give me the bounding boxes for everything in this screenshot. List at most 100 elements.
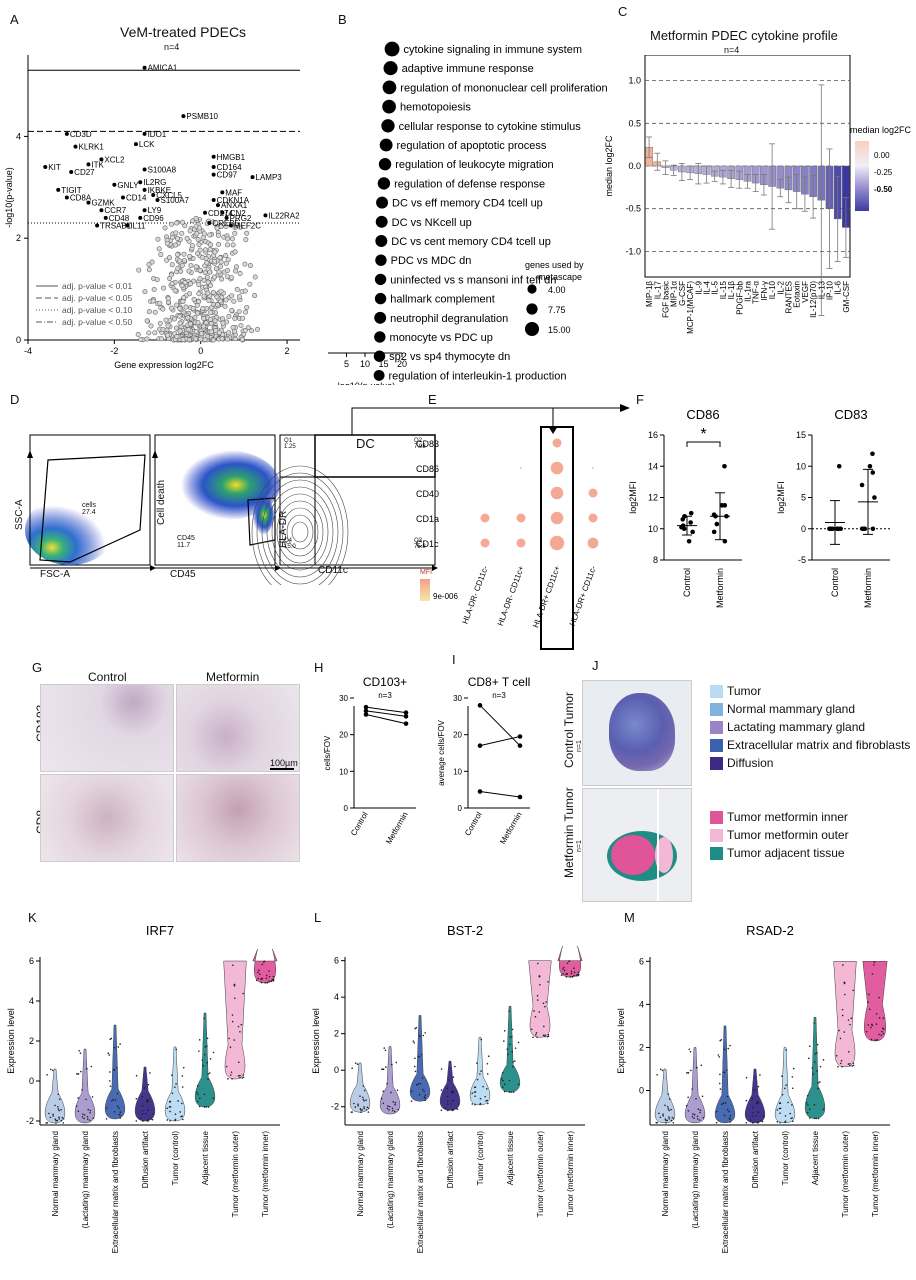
cd103-paired-plot: CD103+ n=3 0 10 20 30 cells/FOV Control Metformi… [323,675,416,846]
contour [286,514,314,550]
cell-point [867,1001,869,1004]
cell-point [452,1099,455,1102]
gene-label: IL22RA2 [268,211,300,220]
cell-point [852,1062,855,1064]
cell-point [719,1073,721,1076]
cell-point [365,1109,368,1111]
gene-point-sig [43,164,48,169]
cell-point [779,1112,781,1114]
category-label: Tumor (control) [781,1131,790,1186]
gene-point [249,328,255,334]
y-tick-label: -5 [798,555,806,565]
gene-point-sig [99,208,104,213]
gene-point [182,223,188,229]
cell-point [729,1121,731,1123]
cell-point [814,1053,817,1055]
gene-point [157,321,163,327]
gene-point [177,320,183,326]
cell-point [698,1119,701,1121]
cell-point [51,1069,54,1072]
term-dot [382,80,397,95]
cell-point [547,1035,550,1038]
gene-point [229,293,235,299]
cell-point [174,1086,176,1088]
cell-point [230,1071,233,1073]
cell-point [45,1122,48,1124]
category-label: IL-15 [719,280,728,299]
cell-point [723,1048,726,1051]
cell-point [88,1119,91,1122]
cell-point [722,1071,725,1073]
cell-point [421,1088,424,1091]
gene-point [160,306,166,312]
cell-point [171,1074,173,1077]
x-axis-label: Gene expression log2FC [114,360,214,370]
cell-point [58,1109,60,1112]
cell-point [751,1122,754,1124]
cell-point [745,1121,748,1124]
violin [469,1037,491,1106]
colorbar-title: median log2FC [850,125,912,135]
volcano-subtitle: n=4 [164,42,180,52]
cell-point [455,1107,458,1110]
cell-point [356,1063,359,1065]
cell-point [146,1100,148,1103]
cell-point [719,1088,722,1090]
ihc-control-cd103 [40,684,174,772]
cell-point [791,1117,793,1119]
category-label: IL-10 [768,280,777,299]
cell-point [873,961,876,964]
cell-point [511,1035,513,1038]
gene-label: CREB5 [212,219,239,228]
gene-point [232,225,238,231]
cell-point [573,967,575,969]
y-axis-label: log2MFI [776,481,786,514]
cell-point [757,1102,759,1104]
gene-label: LCN2 [225,209,246,218]
cell-point [787,1101,789,1104]
cell-point [225,1065,228,1068]
cell-point [532,1036,534,1039]
cell-point [440,1068,443,1070]
gene-point [223,260,229,266]
cell-point [852,1064,855,1067]
ihc-col-metformin: Metformin [206,670,260,684]
cell-point [105,1118,108,1120]
gene-point [142,289,148,295]
cell-point [656,1073,658,1076]
gene-point [252,274,258,280]
cell-point [141,1110,144,1112]
cell-point [206,1037,209,1040]
term-dot [375,215,388,228]
y-tick-label: 10 [648,524,658,534]
cell-point [670,1108,672,1111]
gene-point [158,252,164,258]
category-label: Extracellular matrix and fibroblasts [721,1131,730,1253]
category-label: Tumor (metformin outer) [841,1131,850,1218]
cell-point [807,1104,809,1106]
cell-point [49,1068,52,1071]
cell-point [474,1103,476,1106]
y-tick-label: 20 [453,731,462,740]
gene-point [179,219,185,225]
gene-point [168,272,174,278]
data-point [870,451,875,457]
x-tick-label: 15 [378,359,388,369]
cell-point [544,1005,546,1008]
gene-point [151,286,157,292]
cell-point [844,993,846,996]
cell-point [382,1068,385,1071]
cell-point [54,1118,57,1121]
cell-point [237,1061,240,1064]
gate2-xlabel: CD45 [170,569,196,580]
category-label: IL-17 [653,280,662,299]
cell-point [655,1121,658,1124]
y-tick-label: 2 [334,1029,339,1039]
cell-point [874,1039,877,1041]
gene-point-sig [211,164,216,169]
gene-point [189,243,195,249]
panel-letter-H: H [314,660,324,675]
cell-point [353,1102,355,1105]
cell-point [263,960,266,963]
